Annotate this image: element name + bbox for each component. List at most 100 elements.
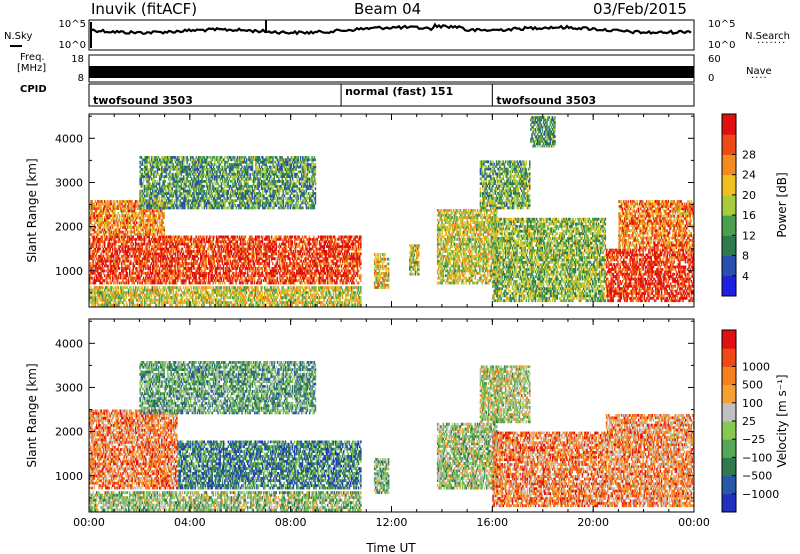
heatmap-cell	[243, 274, 245, 277]
heatmap-cell	[223, 267, 225, 270]
heatmap-cell	[240, 240, 242, 243]
heatmap-cell	[153, 212, 155, 215]
heatmap-cell	[119, 214, 121, 217]
heatmap-cell	[338, 270, 340, 273]
heatmap-cell	[206, 296, 208, 299]
heatmap-cell	[170, 253, 172, 256]
heatmap-cell	[115, 248, 117, 251]
heatmap-cell	[213, 238, 215, 241]
heatmap-cell	[224, 291, 226, 294]
heatmap-cell	[158, 289, 160, 292]
heatmap-cell	[259, 277, 261, 280]
heatmap-cell	[191, 286, 193, 289]
heatmap-cell	[139, 277, 141, 280]
heatmap-cell	[243, 296, 245, 299]
heatmap-cell	[254, 257, 256, 260]
heatmap-cell	[348, 243, 350, 246]
heatmap-cell	[111, 240, 113, 243]
heatmap-cell	[256, 257, 258, 260]
heatmap-cell	[235, 294, 237, 297]
heatmap-cell	[350, 245, 352, 248]
heatmap-cell	[262, 270, 264, 273]
heatmap-cell	[200, 248, 202, 251]
heatmap-cell	[149, 257, 151, 260]
heatmap-cell	[327, 267, 329, 270]
heatmap-cell	[276, 250, 278, 253]
heatmap-cell	[231, 253, 233, 256]
heatmap-cell	[103, 272, 105, 275]
heatmap-cell	[217, 243, 219, 246]
heatmap-cell	[309, 253, 311, 256]
heatmap-cell	[302, 245, 304, 248]
heatmap-cell	[337, 277, 339, 280]
heatmap-cell	[113, 277, 115, 280]
heatmap-cell	[143, 291, 145, 294]
heatmap-cell	[330, 243, 332, 246]
heatmap-cell	[266, 253, 268, 256]
heatmap-cell	[352, 245, 354, 248]
heatmap-cell	[350, 238, 352, 241]
heatmap-cell	[107, 272, 109, 275]
heatmap-cell	[147, 265, 149, 268]
heatmap-cell	[216, 236, 218, 239]
heatmap-cell	[284, 262, 286, 265]
heatmap-cell	[111, 262, 113, 265]
heatmap-cell	[112, 245, 114, 248]
heatmap-cell	[342, 270, 344, 273]
heatmap-cell	[118, 255, 120, 258]
heatmap-cell	[352, 240, 354, 243]
heatmap-cell	[118, 265, 120, 268]
heatmap-cell	[333, 250, 335, 253]
heatmap-cell	[197, 260, 199, 263]
heatmap-cell	[208, 291, 210, 294]
heatmap-cell	[353, 282, 355, 285]
heatmap-cell	[170, 291, 172, 294]
heatmap-cell	[122, 248, 124, 251]
heatmap-cell	[205, 245, 207, 248]
heatmap-cell	[213, 286, 215, 289]
heatmap-cell	[199, 277, 201, 280]
heatmap-cell	[99, 296, 101, 299]
heatmap-cell	[324, 245, 326, 248]
heatmap-cell	[117, 270, 119, 273]
heatmap-cell	[178, 236, 180, 239]
heatmap-cell	[328, 270, 330, 273]
heatmap-cell	[235, 272, 237, 275]
heatmap-cell	[208, 248, 210, 251]
heatmap-cell	[360, 267, 362, 270]
heatmap-cell	[349, 253, 351, 256]
heatmap-cell	[207, 236, 209, 239]
heatmap-cell	[117, 200, 119, 203]
heatmap-cell	[294, 260, 296, 263]
heatmap-cell	[102, 282, 104, 285]
heatmap-cell	[231, 301, 233, 304]
heatmap-cell	[122, 294, 124, 297]
heatmap-cell	[153, 255, 155, 258]
heatmap-cell	[201, 270, 203, 273]
heatmap-cell	[96, 243, 98, 246]
heatmap-cell	[154, 224, 156, 227]
heatmap-cell	[119, 238, 121, 241]
heatmap-cell	[203, 253, 205, 256]
heatmap-cell	[141, 267, 143, 270]
heatmap-cell	[277, 260, 279, 263]
heatmap-cell	[254, 262, 256, 265]
heatmap-cell	[177, 255, 179, 258]
heatmap-cell	[130, 243, 132, 246]
heatmap-cell	[154, 274, 156, 277]
heatmap-cell	[264, 262, 266, 265]
heatmap-cell	[201, 279, 203, 282]
heatmap-cell	[161, 296, 163, 299]
heatmap-cell	[354, 238, 356, 241]
heatmap-cell	[292, 240, 294, 243]
heatmap-cell	[230, 289, 232, 292]
heatmap-cell	[208, 277, 210, 280]
heatmap-cell	[201, 291, 203, 294]
heatmap-cell	[171, 274, 173, 277]
heatmap-cell	[213, 299, 215, 302]
freq-panel: 18 8 60 0	[71, 54, 720, 84]
heatmap-cell	[160, 279, 162, 282]
heatmap-cell	[277, 262, 279, 265]
heatmap-cell	[121, 274, 123, 277]
heatmap-cell	[206, 250, 208, 253]
